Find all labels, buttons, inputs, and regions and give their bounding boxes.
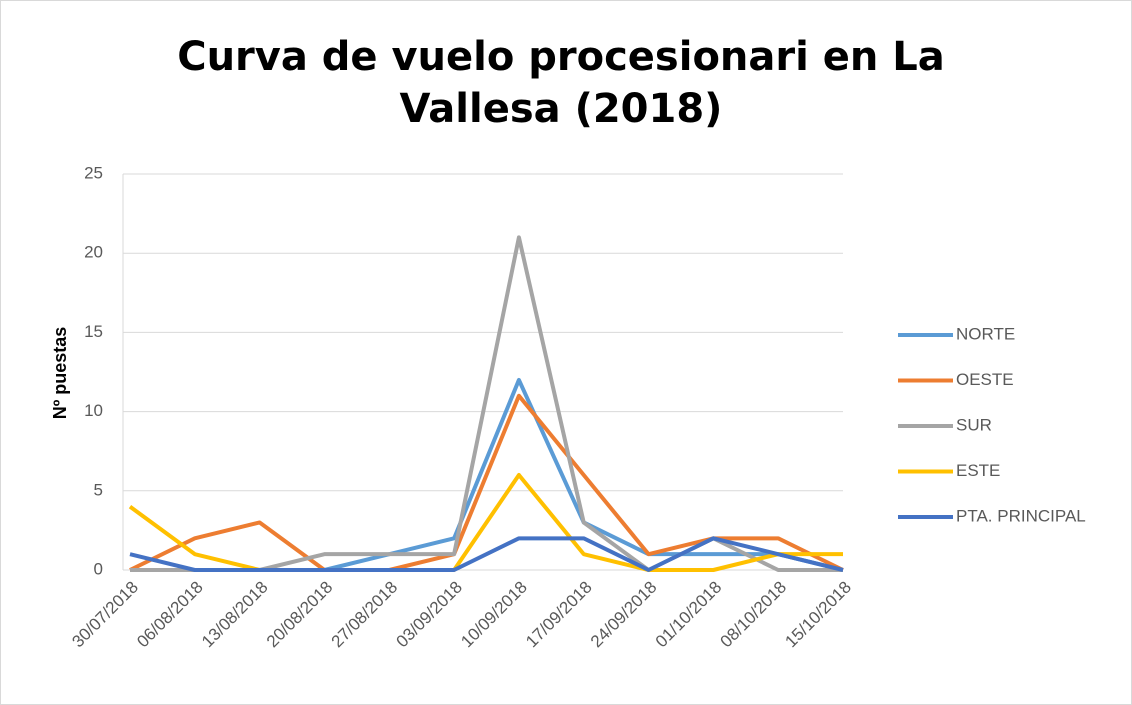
y-tick-label: 0 xyxy=(94,559,103,578)
legend-label: NORTE xyxy=(956,324,1015,343)
legend-label: SUR xyxy=(956,415,992,434)
y-axis-label: Nº puestas xyxy=(50,327,70,420)
y-tick-label: 25 xyxy=(84,163,103,182)
x-tick-label: 10/09/2018 xyxy=(457,578,531,652)
y-tick-label: 5 xyxy=(94,480,103,499)
series-line xyxy=(128,472,843,572)
y-tick-label: 10 xyxy=(84,401,103,420)
x-tick-label: 08/10/2018 xyxy=(717,578,791,652)
x-tick-label: 06/08/2018 xyxy=(133,578,207,652)
x-tick-label: 24/09/2018 xyxy=(587,578,661,652)
x-tick-label: 20/08/2018 xyxy=(263,578,337,652)
x-tick-label: 13/08/2018 xyxy=(198,578,272,652)
legend-label: PTA. PRINCIPAL xyxy=(956,506,1086,525)
x-tick-label: 17/09/2018 xyxy=(522,578,596,652)
y-tick-label: 15 xyxy=(84,322,103,341)
legend-label: ESTE xyxy=(956,461,1000,480)
x-tick-label: 01/10/2018 xyxy=(652,578,726,652)
y-tick-label: 20 xyxy=(84,243,103,262)
x-tick-label: 03/09/2018 xyxy=(392,578,466,652)
x-tick-label: 27/08/2018 xyxy=(328,578,402,652)
chart-title: Curva de vuelo procesionari en La Valles… xyxy=(177,34,945,132)
x-tick-label: 15/10/2018 xyxy=(781,578,855,652)
legend-label: OESTE xyxy=(956,370,1014,389)
series-line xyxy=(129,536,844,572)
x-tick-label: 30/07/2018 xyxy=(68,578,142,652)
series-line xyxy=(129,393,844,572)
